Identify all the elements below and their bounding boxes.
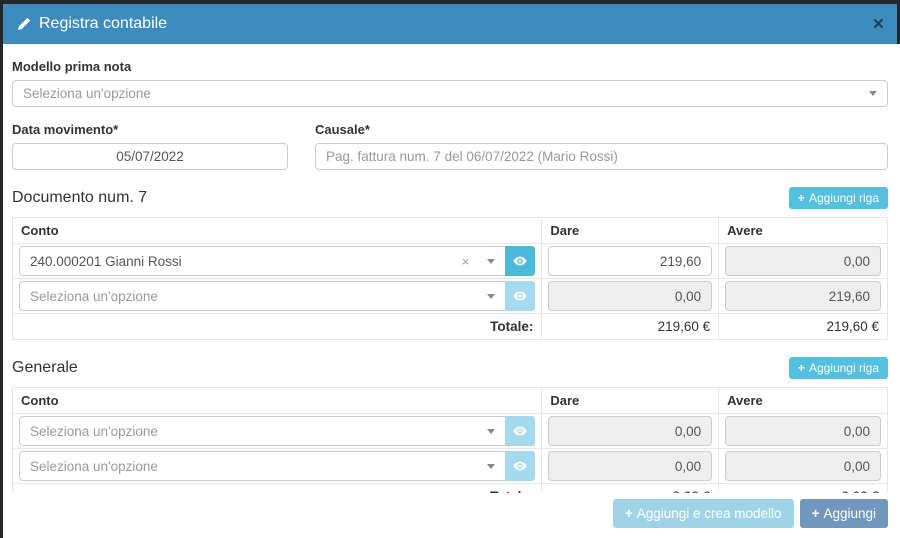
plus-icon: + (797, 191, 805, 205)
documento-table: Conto Dare Avere 240.000201 Gianni Rossi… (11, 217, 888, 340)
causale-label: Causale* (315, 122, 370, 137)
plus-icon: + (624, 506, 633, 521)
documento-row2-avere-input (725, 281, 881, 311)
chevron-down-icon (487, 258, 496, 264)
total-dare: 0,00 € (541, 483, 720, 493)
modello-prima-nota-label: Modello prima nota (12, 59, 132, 74)
generale-row1-avere-input (725, 416, 881, 446)
total-avere: 0,00 € (718, 483, 888, 493)
plus-icon: + (811, 506, 820, 521)
generale-table-header: Conto Dare Avere (11, 387, 888, 414)
causale-input[interactable] (315, 143, 888, 170)
eye-icon (513, 424, 528, 438)
total-dare: 219,60 € (541, 313, 720, 340)
generale-table: Conto Dare Avere Seleziona un'opzione (11, 387, 888, 493)
generale-section-title: Generale (12, 359, 78, 376)
documento-row1-conto-select[interactable]: 240.000201 Gianni Rossi × (19, 246, 507, 276)
data-movimento-label: Data movimento* (12, 122, 119, 137)
pencil-icon (17, 17, 31, 31)
table-row: Seleziona un'opzione (11, 413, 888, 449)
modal-footer: + Aggiungi e crea modello + Aggiungi (3, 493, 900, 538)
registra-contabile-modal: Registra contabile × Modello prima nota … (3, 4, 900, 538)
modal-header: Registra contabile × (3, 4, 900, 44)
documento-row2-conto-select[interactable]: Seleziona un'opzione (19, 281, 507, 311)
documento-row1-eye-button[interactable] (505, 246, 536, 276)
generale-add-row-button[interactable]: + Aggiungi riga (788, 357, 888, 379)
eye-icon (513, 254, 528, 268)
col-header-dare: Dare (541, 217, 720, 244)
chevron-down-icon (487, 463, 496, 469)
conto-select-placeholder: Seleziona un'opzione (30, 423, 158, 439)
documento-table-header: Conto Dare Avere (11, 217, 888, 244)
aggiungi-label: Aggiungi (823, 506, 876, 521)
add-row-label: Aggiungi riga (808, 191, 879, 205)
total-label: Totale: (11, 483, 543, 493)
total-avere: 219,60 € (718, 313, 888, 340)
documento-row2-dare-input (548, 281, 713, 311)
documento-add-row-button[interactable]: + Aggiungi riga (788, 187, 888, 209)
modal-title-text: Registra contabile (39, 15, 168, 32)
table-row: Seleziona un'opzione (11, 448, 888, 484)
generale-row1-conto-select[interactable]: Seleziona un'opzione (19, 416, 507, 446)
conto-select-placeholder: Seleziona un'opzione (30, 288, 158, 304)
documento-row2-eye-button (505, 281, 536, 311)
col-header-avere: Avere (718, 217, 888, 244)
eye-icon (513, 459, 528, 473)
documento-total-row: Totale: 219,60 € 219,60 € (11, 313, 888, 340)
generale-total-row: Totale: 0,00 € 0,00 € (11, 483, 888, 493)
table-row: Seleziona un'opzione (11, 278, 888, 314)
documento-row1-dare-input[interactable] (548, 246, 713, 276)
col-header-dare: Dare (541, 387, 720, 414)
modello-select-placeholder: Seleziona un'opzione (23, 86, 151, 101)
total-label: Totale: (11, 313, 543, 340)
col-header-avere: Avere (718, 387, 888, 414)
generale-row1-eye-button (505, 416, 536, 446)
aggiungi-e-crea-modello-label: Aggiungi e crea modello (636, 506, 782, 521)
modal-title: Registra contabile (17, 15, 167, 33)
clear-icon[interactable]: × (461, 253, 470, 269)
add-row-label: Aggiungi riga (808, 361, 879, 375)
conto-select-value: 240.000201 Gianni Rossi (30, 253, 182, 269)
generale-row2-avere-input (725, 451, 881, 481)
chevron-down-icon (869, 91, 877, 96)
generale-row2-conto-select[interactable]: Seleziona un'opzione (19, 451, 507, 481)
documento-row1-avere-input (725, 246, 881, 276)
data-movimento-input[interactable] (12, 143, 288, 170)
conto-select-placeholder: Seleziona un'opzione (30, 458, 158, 474)
aggiungi-e-crea-modello-button[interactable]: + Aggiungi e crea modello (612, 499, 794, 528)
plus-icon: + (797, 361, 805, 375)
generale-row2-dare-input (548, 451, 713, 481)
modello-prima-nota-select[interactable]: Seleziona un'opzione (12, 80, 888, 107)
chevron-down-icon (487, 293, 496, 299)
table-row: 240.000201 Gianni Rossi × (11, 243, 888, 279)
aggiungi-button[interactable]: + Aggiungi (799, 499, 888, 528)
backdrop-notch (897, 4, 900, 44)
modal-body: Modello prima nota Seleziona un'opzione … (3, 44, 900, 493)
generale-row2-eye-button (505, 451, 536, 481)
documento-section-title: Documento num. 7 (12, 189, 148, 206)
eye-icon (513, 289, 528, 303)
col-header-conto: Conto (11, 217, 543, 244)
generale-row1-dare-input (548, 416, 713, 446)
col-header-conto: Conto (11, 387, 543, 414)
close-icon[interactable]: × (872, 13, 884, 35)
chevron-down-icon (487, 428, 496, 434)
